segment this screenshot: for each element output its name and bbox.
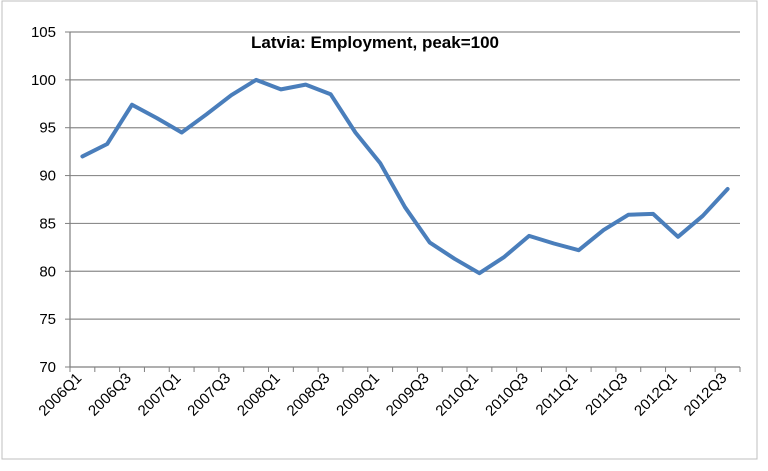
chart-title: Latvia: Employment, peak=100 xyxy=(251,33,499,52)
y-tick-label-80: 80 xyxy=(39,263,56,280)
y-tick-label-70: 70 xyxy=(39,359,56,376)
y-tick-label-85: 85 xyxy=(39,215,56,232)
y-tick-label-90: 90 xyxy=(39,168,56,185)
y-tick-label-105: 105 xyxy=(31,24,56,41)
y-tick-label-100: 100 xyxy=(31,72,56,89)
y-tick-label-75: 75 xyxy=(39,311,56,328)
y-tick-label-95: 95 xyxy=(39,120,56,137)
